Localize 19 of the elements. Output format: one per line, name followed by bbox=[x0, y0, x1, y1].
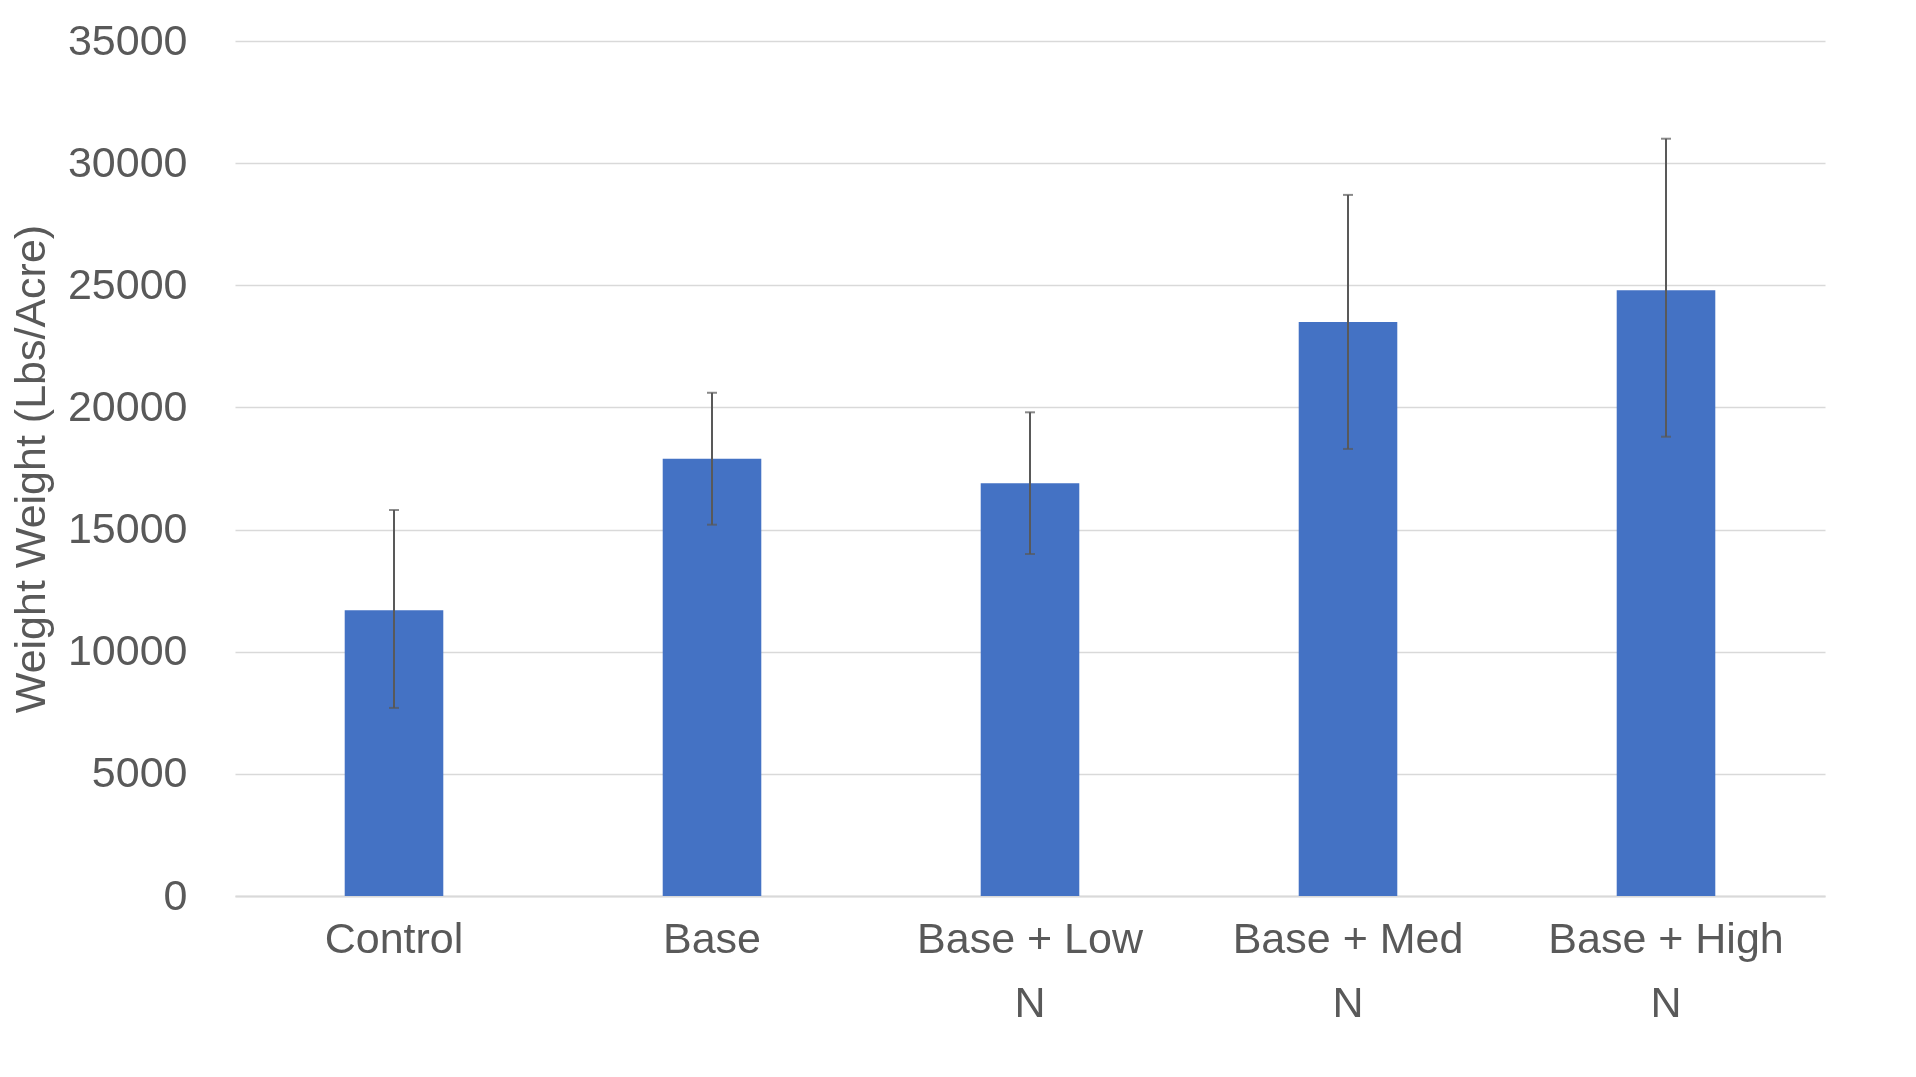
y-tick-label: 25000 bbox=[67, 259, 188, 308]
bar bbox=[1298, 321, 1398, 896]
x-tick-label: Base bbox=[662, 913, 762, 962]
bar bbox=[344, 610, 444, 896]
x-tick-label: Control bbox=[324, 913, 464, 962]
y-tick-label: 35000 bbox=[67, 15, 188, 64]
bar bbox=[980, 483, 1080, 896]
bar bbox=[1616, 290, 1716, 896]
x-tick-label: Base + High N bbox=[1548, 913, 1784, 1026]
x-tick-label: Base + Med N bbox=[1232, 913, 1464, 1026]
y-axis-title: Weight Weight (Lbs/Acre) bbox=[5, 224, 54, 714]
x-tick-label: Base + Low N bbox=[917, 913, 1144, 1026]
y-tick-label: 20000 bbox=[67, 381, 188, 430]
y-tick-label: 5000 bbox=[91, 748, 188, 797]
y-tick-label: 10000 bbox=[67, 626, 188, 675]
y-tick-label: 30000 bbox=[67, 137, 188, 186]
y-tick-label: 15000 bbox=[67, 504, 188, 553]
bar bbox=[662, 458, 762, 896]
y-tick-label: 0 bbox=[163, 870, 188, 919]
